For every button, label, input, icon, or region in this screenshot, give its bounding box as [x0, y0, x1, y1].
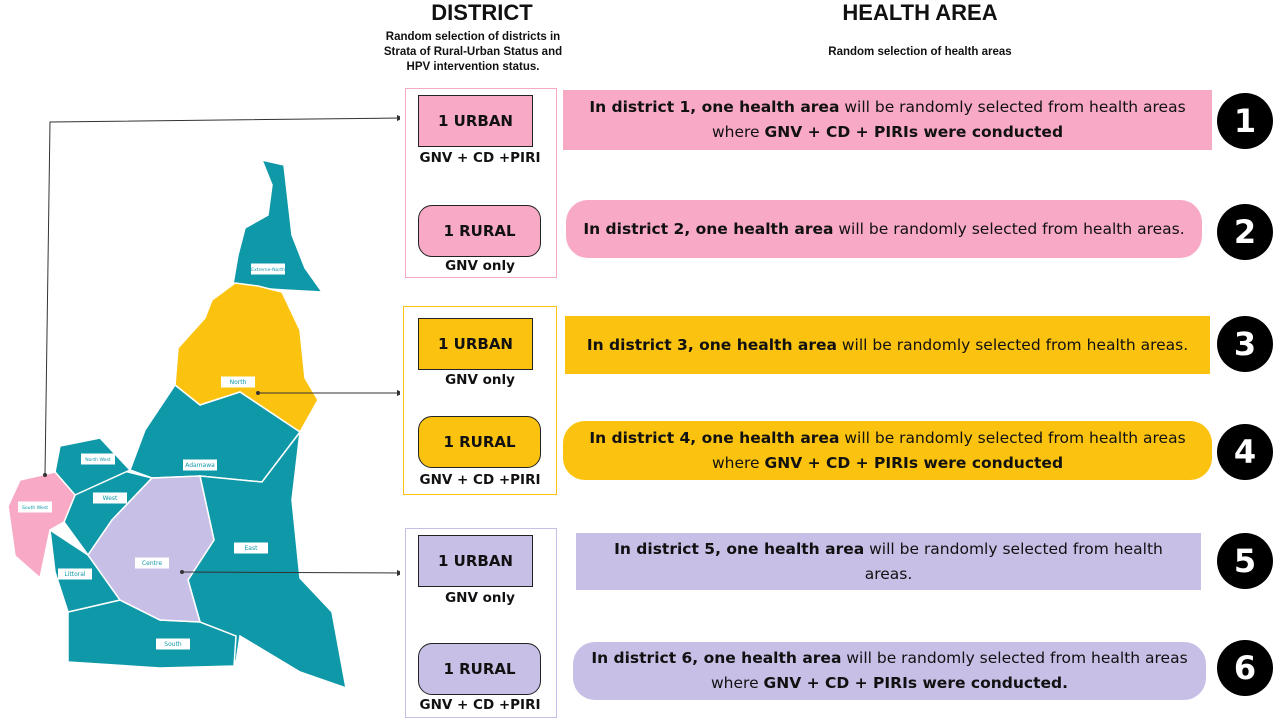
- health-area-plain: will be randomly selected from health ar…: [833, 219, 1185, 238]
- health-area-text: In district 3, one health area will be r…: [587, 333, 1188, 358]
- connector-dot: [43, 473, 47, 477]
- region-label: North: [230, 379, 247, 386]
- connector: [181, 571, 400, 574]
- health-area-bar: In district 3, one health area will be r…: [565, 316, 1210, 374]
- frame-yellow: [403, 306, 557, 495]
- region-label: Littoral: [64, 571, 86, 578]
- region-label: Extreme-North: [251, 267, 285, 273]
- district-subtitle: Random selection of districts in Strata …: [383, 31, 563, 73]
- step-number: 1: [1217, 93, 1273, 149]
- step-number: 2: [1217, 204, 1273, 260]
- region-label: Adamawa: [185, 462, 215, 469]
- region-shape: [54, 437, 132, 496]
- region-label-box: [234, 542, 268, 554]
- health-area-bold: GNV + CD + PIRIs were conducted.: [763, 674, 1068, 692]
- district-box: 1 URBAN: [418, 535, 533, 587]
- health-area-text: In district 6, one health area will be r…: [587, 646, 1192, 696]
- health-area-bold: In district 3, one health area: [586, 335, 837, 354]
- district-box: 1 RURAL: [418, 416, 541, 468]
- health-area-plain: will be randomly selected from health ar…: [836, 335, 1189, 354]
- region-label: West: [103, 495, 118, 502]
- region-shape: [87, 475, 215, 623]
- health-area-bar: In district 4, one health area will be r…: [563, 421, 1212, 480]
- step-number: 4: [1217, 424, 1273, 480]
- region-label-box: [183, 459, 217, 471]
- region-label-box: [221, 376, 255, 388]
- district-box: 1 RURAL: [418, 643, 541, 695]
- health-area-text: In district 5, one health area will be r…: [590, 537, 1187, 587]
- region-shape: [7, 471, 76, 580]
- health-area-bar: In district 1, one health area will be r…: [563, 90, 1212, 150]
- connector: [44, 117, 400, 476]
- district-title: DISTRICT: [431, 0, 533, 25]
- health-area-text: In district 4, one health area will be r…: [577, 426, 1198, 476]
- health-area-bold: In district 5, one health area: [614, 539, 865, 558]
- health-area-bold: GNV + CD + PIRIs were conducted: [764, 123, 1064, 141]
- region-label-box: [93, 492, 127, 504]
- intervention: GNV only: [445, 372, 515, 388]
- region-label: South West: [22, 505, 48, 511]
- intervention: GNV + CD +PIRI: [419, 697, 541, 713]
- region-label-box: [58, 568, 92, 580]
- region-label: South: [164, 641, 182, 648]
- district-box: 1 URBAN: [418, 95, 533, 147]
- health-area-bar: In district 6, one health area will be r…: [573, 642, 1206, 700]
- region-label: North West: [85, 457, 111, 463]
- health-area-bold: In district 4, one health area: [589, 428, 840, 447]
- frame-lavender: [405, 528, 557, 718]
- region-label: Centre: [142, 560, 162, 567]
- step-number: 3: [1217, 316, 1273, 372]
- region-label-box: [81, 453, 115, 465]
- arrowhead: [397, 570, 400, 576]
- health-area-bold: In district 1, one health area: [589, 98, 840, 116]
- health-area-bold: In district 2, one health area: [583, 219, 834, 238]
- arrowhead: [397, 115, 400, 121]
- health-area-text: In district 1, one health area will be r…: [577, 95, 1198, 145]
- health-area-bold: In district 6, one health area: [591, 649, 842, 667]
- frame-pink: [405, 88, 557, 278]
- arrowhead: [397, 390, 400, 396]
- health-area-bar: In district 5, one health area will be r…: [576, 533, 1201, 590]
- health-area-plain: will be randomly selected from health ar…: [711, 649, 1193, 692]
- intervention: GNV only: [445, 258, 515, 274]
- district-box: 1 URBAN: [418, 318, 533, 370]
- connector-dot: [256, 391, 260, 395]
- intervention: GNV only: [445, 590, 515, 606]
- health-area-title: HEALTH AREA: [842, 0, 998, 25]
- region-label-box: [251, 263, 285, 275]
- intervention: GNV + CD +PIRI: [419, 472, 541, 488]
- intervention: GNV + CD +PIRI: [419, 150, 541, 166]
- step-number: 6: [1217, 640, 1273, 696]
- health-area-subtitle: Random selection of health areas: [828, 46, 1012, 58]
- connector-dot: [180, 570, 184, 574]
- district-box: 1 RURAL: [418, 205, 541, 257]
- step-number: 5: [1217, 533, 1273, 589]
- region-label-box: [135, 557, 169, 569]
- health-area-bar: In district 2, one health area will be r…: [566, 200, 1202, 258]
- region-label-box: [18, 501, 52, 513]
- health-area-bold: GNV + CD + PIRIs were conducted: [764, 453, 1064, 472]
- health-area-text: In district 2, one health area will be r…: [583, 217, 1184, 242]
- region-label-box: [156, 638, 190, 650]
- health-area-plain: will be randomly selected from health ar…: [711, 98, 1191, 141]
- map: Extreme-North North Adamawa North West West S…: [7, 115, 400, 690]
- health-area-plain: will be randomly selected from health ar…: [864, 539, 1168, 583]
- health-area-plain: will be randomly selected from health ar…: [711, 428, 1191, 472]
- region-label: East: [245, 545, 259, 552]
